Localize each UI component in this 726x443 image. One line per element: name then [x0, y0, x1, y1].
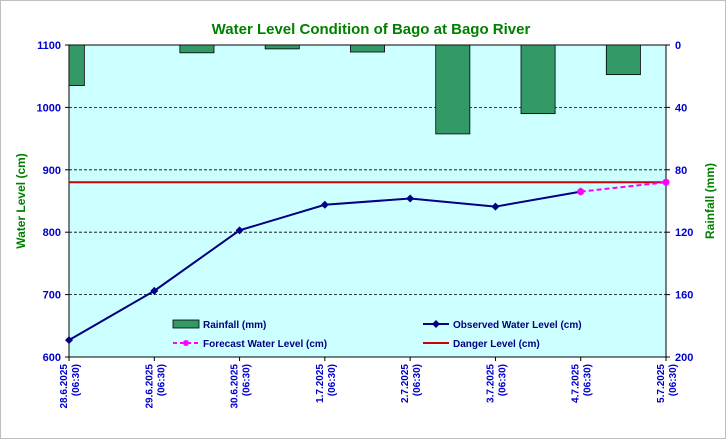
- rainfall-bar: [264, 44, 300, 50]
- forecast-point: [577, 188, 585, 196]
- right-tick-label: 80: [675, 165, 687, 177]
- left-tick-label: 1100: [37, 40, 61, 52]
- legend-forecast-marker: [183, 340, 189, 346]
- x-tick-label: 2.7.2025(06:30): [400, 364, 423, 403]
- x-tick-label: 3.7.2025(06:30): [485, 364, 508, 403]
- observed-point: [150, 286, 159, 295]
- rainfall-bar: [350, 44, 385, 53]
- rainfall-bar: [520, 44, 556, 115]
- legend-forecast-label: Forecast Water Level (cm): [203, 339, 327, 350]
- left-axis-ticks: 600 700 800 900 1000 1100: [37, 40, 69, 364]
- left-axis-title: Water Level (cm): [14, 153, 28, 249]
- x-tick-label: 29.6.2025(06:30): [144, 364, 167, 409]
- legend-observed-label: Observed Water Level (cm): [453, 320, 582, 331]
- legend-danger-label: Danger Level (cm): [453, 339, 540, 350]
- rainfall-bars: [68, 44, 641, 135]
- right-tick-label: 120: [675, 227, 693, 239]
- x-tick-label: 30.6.2025(06:30): [230, 364, 253, 409]
- rainfall-bar: [605, 44, 641, 76]
- observed-point: [320, 200, 329, 209]
- chart-title: Water Level Condition of Bago at Bago Ri…: [212, 21, 531, 38]
- observed-point: [235, 226, 244, 235]
- x-tick-label: 28.6.2025(06:30): [59, 364, 82, 409]
- right-tick-label: 0: [675, 40, 681, 52]
- right-axis-ticks: 0 40 80 120 160 200: [666, 40, 693, 364]
- x-tick-label: 5.7.2025(06:30): [656, 364, 679, 403]
- left-tick-label: 900: [43, 165, 61, 177]
- legend-rainfall-swatch: [172, 319, 200, 329]
- legend-observed-marker: [432, 320, 440, 328]
- rainfall-bar: [68, 44, 85, 86]
- x-tick-label: 1.7.2025(06:30): [315, 364, 338, 403]
- left-tick-label: 700: [43, 290, 61, 302]
- legend: Rainfall (mm) Observed Water Level (cm) …: [172, 319, 582, 350]
- observed-point: [406, 194, 415, 203]
- x-tick-label: 4.7.2025(06:30): [571, 364, 594, 403]
- x-axis-labels: 28.6.2025(06:30) 29.6.2025(06:30) 30.6.202…: [59, 357, 679, 409]
- forecast-line: [580, 181, 667, 193]
- legend-rainfall-label: Rainfall (mm): [203, 320, 266, 331]
- right-axis-title: Rainfall (mm): [703, 163, 717, 239]
- right-tick-label: 200: [675, 352, 693, 364]
- right-tick-label: 40: [675, 102, 687, 114]
- left-tick-label: 600: [43, 352, 61, 364]
- rainfall-bar: [179, 44, 215, 54]
- forecast-point: [662, 178, 670, 186]
- grid-lines: [69, 107, 666, 296]
- left-tick-label: 1000: [37, 102, 61, 114]
- right-tick-label: 160: [675, 290, 693, 302]
- left-tick-label: 800: [43, 227, 61, 239]
- forecast-water-level-series: [577, 178, 670, 196]
- observed-point: [491, 202, 500, 211]
- observed-point: [65, 336, 73, 345]
- rainfall-bar: [435, 44, 471, 135]
- observed-water-level-series: [65, 187, 585, 345]
